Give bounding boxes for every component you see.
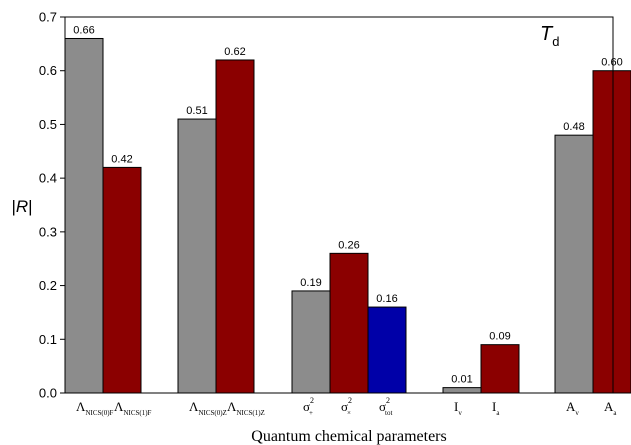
y-tick-label: 0.7 — [39, 10, 57, 25]
bar-value-label: 0.42 — [111, 153, 132, 165]
bar-value-label: 0.19 — [300, 277, 321, 289]
bar — [442, 387, 482, 394]
value-labels: 0.66 0.42 0.51 0.62 0.19 0.26 0.16 0.01 0.09 0.48… — [73, 24, 622, 385]
bar — [291, 290, 331, 394]
category-labels: ΛNICS(0)F ΛNICS(1)F ΛNICS(0)Z ΛNICS(1)Z σ2 + σ… — [76, 396, 617, 417]
bars — [64, 37, 631, 394]
bar-value-label: 0.62 — [224, 46, 245, 58]
bar-value-label: 0.60 — [601, 57, 622, 69]
bar — [367, 306, 407, 394]
bar — [480, 344, 520, 394]
bar — [64, 37, 104, 394]
bar — [215, 59, 255, 394]
category-label: ΛNICS(0)F — [76, 399, 114, 417]
y-tick-label: 0.2 — [39, 278, 57, 293]
category-label: σ2 × — [341, 396, 352, 417]
plot-frame — [64, 16, 614, 394]
category-label: ΛNICS(1)Z — [227, 399, 265, 417]
bar-value-label: 0.26 — [338, 239, 359, 251]
bar-value-label: 0.01 — [451, 374, 472, 386]
x-axis-title: Quantum chemical parameters — [251, 428, 446, 445]
bar-value-label: 0.16 — [376, 293, 397, 305]
bar — [592, 70, 631, 394]
symmetry-annotation: Td — [540, 23, 559, 49]
y-tick-label: 0.5 — [39, 117, 57, 132]
bar — [102, 166, 142, 394]
bar-value-label: 0.48 — [563, 121, 584, 133]
category-label: σ2 tot — [379, 396, 392, 417]
y-tick-label: 0.1 — [39, 332, 57, 347]
category-label: Av — [566, 399, 579, 417]
category-label: Iv — [454, 399, 462, 417]
category-label: σ2 + — [303, 396, 314, 417]
y-axis-title: |R| — [11, 197, 32, 216]
y-tick-label: 0.3 — [39, 224, 57, 239]
bar — [329, 252, 369, 394]
bar-value-label: 0.09 — [489, 331, 510, 343]
bar — [554, 134, 594, 394]
category-label: ΛNICS(0)Z — [189, 399, 227, 417]
y-tick-label: 0.0 — [39, 386, 57, 401]
category-label: Ia — [492, 399, 500, 417]
bar-value-label: 0.66 — [73, 24, 94, 36]
y-axis-ticks: 0.0 0.1 0.2 0.3 0.4 0.5 0.6 0.7 — [39, 10, 65, 401]
bar — [177, 118, 217, 394]
bar-value-label: 0.51 — [186, 105, 207, 117]
category-label: ΛNICS(1)F — [114, 399, 152, 417]
category-label: Aa — [604, 399, 617, 417]
y-tick-label: 0.6 — [39, 63, 57, 78]
y-tick-label: 0.4 — [39, 171, 57, 186]
